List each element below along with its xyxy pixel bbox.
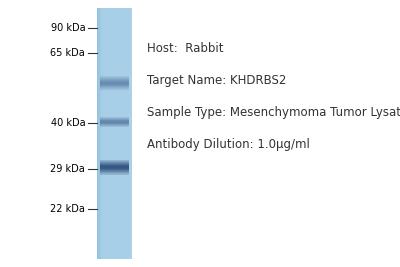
Text: 90 kDa: 90 kDa <box>50 23 85 33</box>
Bar <box>97 8 132 259</box>
Bar <box>100 80 129 81</box>
Bar <box>100 160 129 161</box>
Text: 29 kDa: 29 kDa <box>50 164 85 174</box>
Bar <box>100 77 129 78</box>
Bar <box>100 166 129 167</box>
Bar <box>98 8 99 259</box>
Bar <box>100 161 129 162</box>
Bar <box>100 83 129 84</box>
Bar <box>100 171 129 172</box>
Bar <box>97 8 98 259</box>
Text: 65 kDa: 65 kDa <box>50 48 85 58</box>
Bar <box>100 167 129 168</box>
Bar <box>100 85 129 86</box>
Bar <box>100 174 129 175</box>
Bar <box>100 86 129 87</box>
Text: 40 kDa: 40 kDa <box>50 119 85 128</box>
Bar <box>127 8 128 259</box>
Text: Sample Type: Mesenchymoma Tumor Lysate: Sample Type: Mesenchymoma Tumor Lysate <box>147 106 400 119</box>
Bar <box>100 165 129 166</box>
Bar <box>100 76 129 77</box>
Bar <box>129 8 130 259</box>
Bar <box>100 162 129 163</box>
Text: Antibody Dilution: 1.0μg/ml: Antibody Dilution: 1.0μg/ml <box>147 138 310 151</box>
Bar <box>100 79 129 80</box>
Text: Target Name: KHDRBS2: Target Name: KHDRBS2 <box>147 74 286 87</box>
Bar <box>100 78 129 79</box>
Bar <box>100 163 129 164</box>
Bar <box>100 89 129 90</box>
Text: 22 kDa: 22 kDa <box>50 204 85 214</box>
Bar <box>100 81 129 82</box>
Bar <box>100 172 129 173</box>
Bar <box>100 88 129 89</box>
Bar <box>100 87 129 88</box>
Bar <box>100 173 129 174</box>
Bar <box>130 8 131 259</box>
Bar <box>100 82 129 83</box>
Bar <box>100 164 129 165</box>
Bar <box>100 170 129 171</box>
Bar <box>131 8 132 259</box>
Bar <box>100 169 129 170</box>
Bar <box>100 84 129 85</box>
Bar <box>101 8 102 259</box>
Bar <box>100 168 129 169</box>
Text: Host:  Rabbit: Host: Rabbit <box>147 42 223 54</box>
Bar <box>128 8 129 259</box>
Bar <box>100 8 101 259</box>
Bar <box>99 8 100 259</box>
